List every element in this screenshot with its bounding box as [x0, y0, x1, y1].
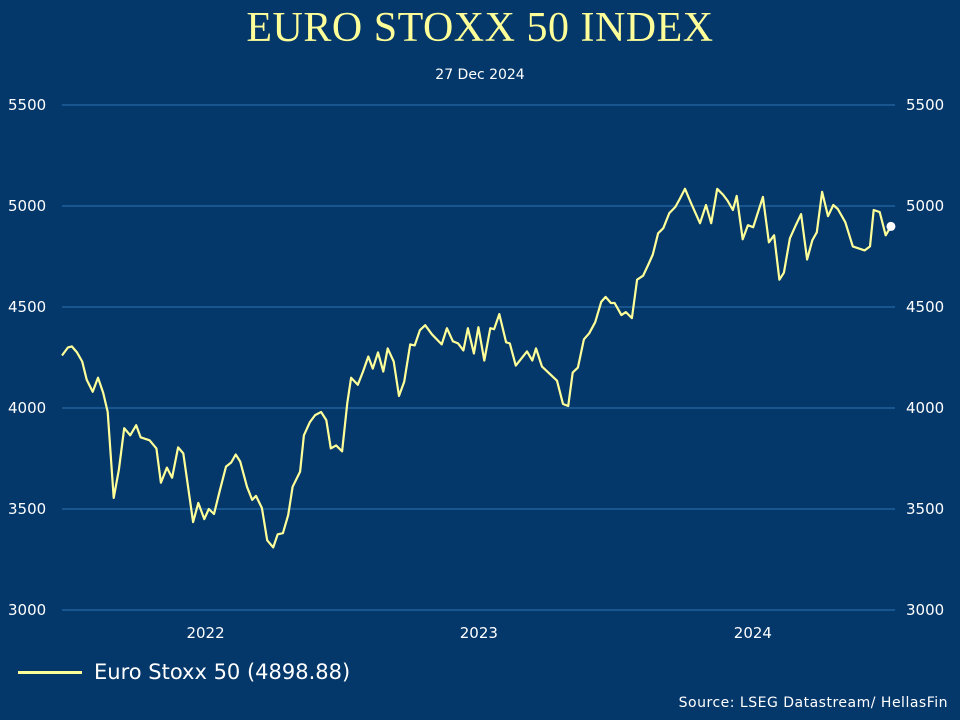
chart-title: EURO STOXX 50 INDEX — [246, 5, 714, 51]
y-tick-label-left: 4500 — [8, 298, 46, 316]
gridlines — [62, 104, 895, 611]
y-tick-label-right: 3500 — [906, 500, 944, 518]
legend: Euro Stoxx 50 (4898.88) — [18, 660, 350, 684]
y-tick-labels: 3000 3000 3500 3500 4000 4000 4500 4500 5000 5000… — [8, 96, 944, 619]
series-line — [61, 187, 892, 549]
y-tick-label-left: 3500 — [8, 500, 46, 518]
last-value-marker — [886, 221, 896, 231]
y-tick-label-left: 5500 — [8, 96, 46, 114]
x-tick-labels: 2022 2023 2024 — [186, 624, 772, 642]
y-tick-label-left: 4000 — [8, 399, 46, 417]
x-tick-label: 2024 — [734, 624, 772, 642]
y-tick-label-right: 5000 — [906, 197, 944, 215]
y-tick-label-right: 4500 — [906, 298, 944, 316]
y-tick-label-left: 5000 — [8, 197, 46, 215]
series-group — [61, 187, 896, 549]
legend-label: Euro Stoxx 50 (4898.88) — [94, 660, 351, 684]
legend-swatch — [18, 670, 82, 674]
x-tick-label: 2023 — [460, 624, 498, 642]
y-tick-label-right: 3000 — [906, 601, 944, 619]
source-note: Source: LSEG Datastream/ HellasFin — [678, 695, 948, 711]
y-tick-label-right: 5500 — [906, 96, 944, 114]
y-tick-label-right: 4000 — [906, 399, 944, 417]
x-tick-label: 2022 — [186, 624, 224, 642]
y-tick-label-left: 3000 — [8, 601, 46, 619]
chart-subtitle: 27 Dec 2024 — [435, 67, 525, 83]
